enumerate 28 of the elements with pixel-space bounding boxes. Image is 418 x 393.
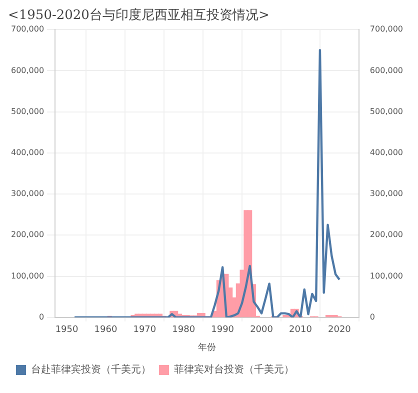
x-tick-label: 1960 <box>94 325 118 336</box>
y-tick-label: 400,000 <box>10 148 44 158</box>
y2-tick-label: 100,000 <box>370 271 404 280</box>
x-tick-label: 2000 <box>250 325 274 336</box>
x-tick-label: 2020 <box>328 325 352 336</box>
y2-tick-label: 500,000 <box>370 106 404 116</box>
x-tick-label: 2010 <box>289 325 312 336</box>
y2-tick-label: 400,000 <box>370 148 404 158</box>
y-tick-label: 200,000 <box>10 230 44 240</box>
y2-tick-label: 600,000 <box>370 66 404 75</box>
y-tick-label: 300,000 <box>10 189 44 198</box>
y-tick-label: 500,000 <box>10 106 44 116</box>
x-tick-label: 1990 <box>211 325 234 336</box>
legend-label: 菲律宾对台投资（千美元） <box>174 364 294 376</box>
y2-tick-label: 200,000 <box>370 230 404 240</box>
x-tick-label: 1970 <box>133 325 156 336</box>
legend-label: 台赴菲律宾投资（千美元） <box>31 364 151 376</box>
y2-tick-label: 300,000 <box>370 189 404 198</box>
y2-tick-label: 0 <box>370 312 376 322</box>
x-tick-label: 1950 <box>55 325 78 336</box>
x-axis-title: 年份 <box>198 342 216 353</box>
y-tick-label: 700,000 <box>10 24 44 34</box>
chart-title: <1950-2020台与印度尼西亚相互投资情况> <box>8 7 270 24</box>
y2-tick-label: 700,000 <box>370 24 404 34</box>
y-tick-label: 600,000 <box>10 66 44 75</box>
y-tick-label: 100,000 <box>10 271 44 280</box>
x-tick-label: 1980 <box>172 325 196 336</box>
y-tick-label: 0 <box>38 312 44 322</box>
